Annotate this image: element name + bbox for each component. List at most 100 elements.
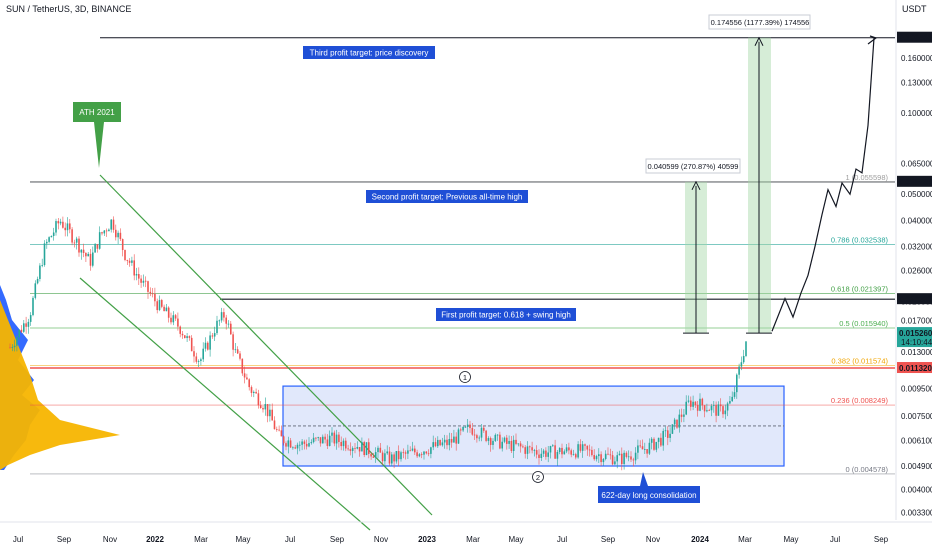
candle-body [453, 436, 455, 443]
candle-body [593, 455, 595, 460]
candle-body [207, 342, 209, 350]
consolidation-callout [598, 472, 700, 503]
candle-body [611, 455, 614, 465]
candle-body [213, 333, 216, 337]
candle-body [487, 438, 490, 441]
candle-body [211, 335, 214, 337]
candle-body [660, 437, 662, 446]
candle-body [591, 449, 593, 456]
candle-body [246, 377, 248, 380]
y-tick-label: 0.040000 [901, 216, 932, 225]
candle-body [225, 317, 227, 324]
candle-body [190, 337, 193, 352]
candle-body [188, 336, 191, 338]
candle-body [308, 443, 310, 447]
candle-body [655, 441, 658, 450]
candle-body [96, 244, 99, 249]
candle-body [363, 442, 365, 456]
candle-body [301, 441, 303, 445]
candle-body [671, 424, 674, 434]
candle-body [499, 434, 501, 449]
candle-body [646, 449, 648, 454]
annotation-text: Second profit target: Previous all-time … [372, 193, 523, 202]
marker-circle [532, 471, 544, 483]
candle-body [345, 440, 347, 449]
candle-body [368, 442, 370, 454]
candle-body [384, 453, 386, 462]
candle-body [135, 274, 138, 276]
candle-body [696, 404, 699, 411]
candle-body [128, 260, 131, 263]
candle-body [478, 437, 480, 439]
descending-channel [79, 174, 433, 531]
price-label-bg [897, 293, 932, 305]
candle-body [736, 374, 738, 393]
marker-number: 1 [463, 373, 467, 382]
candle-body [554, 445, 556, 459]
candle-body [400, 452, 402, 460]
candle-body [250, 387, 253, 393]
y-tick-label: 0.130000 [901, 78, 932, 87]
candle-body [105, 230, 108, 232]
candle-body [404, 452, 407, 454]
candle-body [36, 278, 39, 284]
candle-body [319, 437, 322, 444]
candle-body [616, 455, 618, 462]
candle-body [204, 342, 207, 349]
candle-body [391, 454, 393, 464]
candle-body [506, 437, 508, 444]
price-label: 0.055580 [899, 178, 932, 187]
candle-body [618, 453, 621, 456]
candle-body [27, 321, 30, 327]
x-tick-label: Sep [601, 535, 616, 544]
candle-body [563, 451, 566, 455]
candle-body [115, 229, 117, 238]
x-axis[interactable]: Jul Sep Nov 2022 Mar May Jul Sep Nov 2023 Mar May Ju… [0, 521, 932, 544]
candle-body [423, 451, 425, 455]
candle-body [462, 426, 464, 431]
y-tick-label: 0.026000 [901, 267, 932, 276]
y-axis[interactable]: 0.160000 0.130000 0.100000 0.065000 0.050000… [895, 0, 932, 520]
currency-label: USDT [902, 4, 927, 14]
candle-body [87, 253, 89, 257]
candle-body [62, 221, 64, 228]
annotation-box [436, 308, 576, 321]
candle-body [43, 243, 46, 266]
y-tick-label: 0.100000 [901, 109, 932, 118]
candle-body [94, 244, 96, 253]
candle-body [515, 439, 517, 444]
measure-ranges [683, 36, 772, 334]
candle-body [220, 312, 223, 321]
x-tick-label: Mar [194, 535, 208, 544]
candle-body [328, 435, 331, 446]
candle-body [156, 301, 158, 311]
candle-body [648, 442, 651, 454]
candle-body [531, 447, 533, 451]
candle-body [740, 362, 743, 367]
candle-body [710, 405, 713, 411]
fib-label: 0.786 (0.032538) [831, 235, 889, 244]
volume-profile [0, 285, 120, 470]
candle-body [627, 456, 630, 458]
fib-label: 0.5 (0.015940) [839, 319, 888, 328]
candle-body [46, 241, 48, 244]
candle-body [340, 441, 342, 447]
candle-body [632, 459, 635, 461]
candle-body [172, 315, 175, 323]
candle-body [317, 437, 319, 439]
candle-body [558, 447, 561, 452]
candle-body [584, 444, 586, 446]
candle-body [535, 450, 538, 455]
candle-body [446, 439, 448, 446]
candle-body [124, 250, 126, 260]
candle-body [414, 448, 416, 453]
candle-body [167, 307, 170, 318]
price-label-bg [897, 327, 932, 348]
fib-label: 1 (0.055598) [845, 173, 888, 182]
annotation-text: Third profit target: price discovery [310, 49, 429, 58]
candle-body [512, 439, 515, 451]
candle-body [234, 349, 237, 351]
candle-body [687, 400, 690, 402]
candle-body [69, 223, 71, 230]
